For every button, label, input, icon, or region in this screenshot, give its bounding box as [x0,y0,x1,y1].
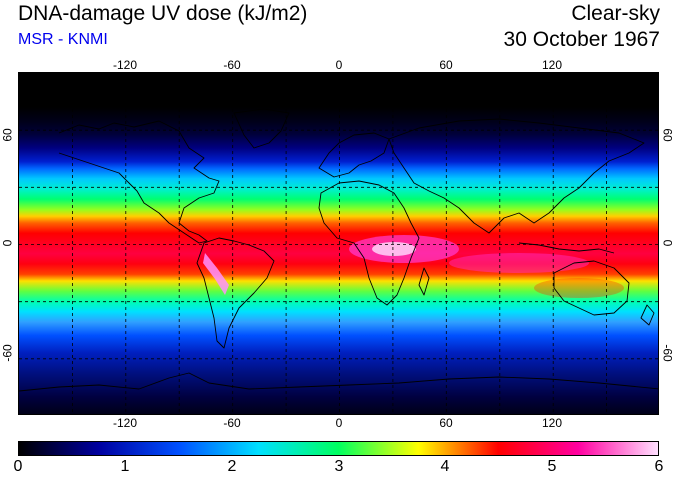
colorbar-label-2: 2 [227,458,237,475]
antarctica-coast [19,372,658,392]
lon-tick-top-m120: -120 [112,58,138,72]
lon-tick-top-120: 120 [541,58,563,72]
indonesia-coast [518,242,615,254]
asia-coast [388,118,645,234]
colorbar [18,441,659,456]
lon-tick-top-60: 60 [439,58,453,72]
date-label: 30 October 1967 [503,28,660,51]
south-america-coast [196,237,275,349]
uv-dose-map [18,72,659,415]
lon-tick-bottom-120: 120 [541,416,563,430]
graticule [19,73,658,414]
lon-tick-top-0: 0 [335,58,343,72]
greenland-coast [233,108,290,149]
lat-tick-left-m60: -60 [0,344,15,362]
sky-condition-label: Clear-sky [571,2,660,25]
colorbar-label-3: 3 [334,458,344,475]
colorbar-label-1: 1 [120,458,130,475]
map-title: DNA-damage UV dose (kJ/m2) [18,2,308,25]
africa-coast [318,180,420,306]
madagascar-coast [418,267,430,296]
europe-coast [318,132,390,178]
colorbar-label-5: 5 [547,458,557,475]
lon-tick-bottom-m120: -120 [112,416,138,430]
australia-coast [553,260,630,316]
australia-high-region [534,278,624,298]
new-zealand-coast [640,304,655,326]
lon-tick-top-m60: -60 [223,58,241,72]
map-overlay [19,73,658,414]
credit-label: MSR - KNMI [18,31,108,48]
andes-peak-region [203,253,229,295]
lat-tick-left-60: 60 [0,128,15,142]
indian-ocean-peak-region [449,253,589,273]
lat-tick-left-0: 0 [0,239,15,247]
lat-tick-right-m60: -60 [660,344,675,362]
north-america-coast [58,120,220,244]
colorbar-label-4: 4 [440,458,450,475]
africa-max-region [372,242,416,256]
lat-tick-right-0: 0 [660,239,675,247]
lon-tick-bottom-60: 60 [439,416,453,430]
lon-tick-bottom-m60: -60 [223,416,241,430]
coastlines [19,108,658,392]
lat-tick-right-60: 60 [660,128,675,142]
colorbar-label-6: 6 [654,458,664,475]
colorbar-label-0: 0 [13,458,23,475]
lon-tick-bottom-0: 0 [335,416,343,430]
